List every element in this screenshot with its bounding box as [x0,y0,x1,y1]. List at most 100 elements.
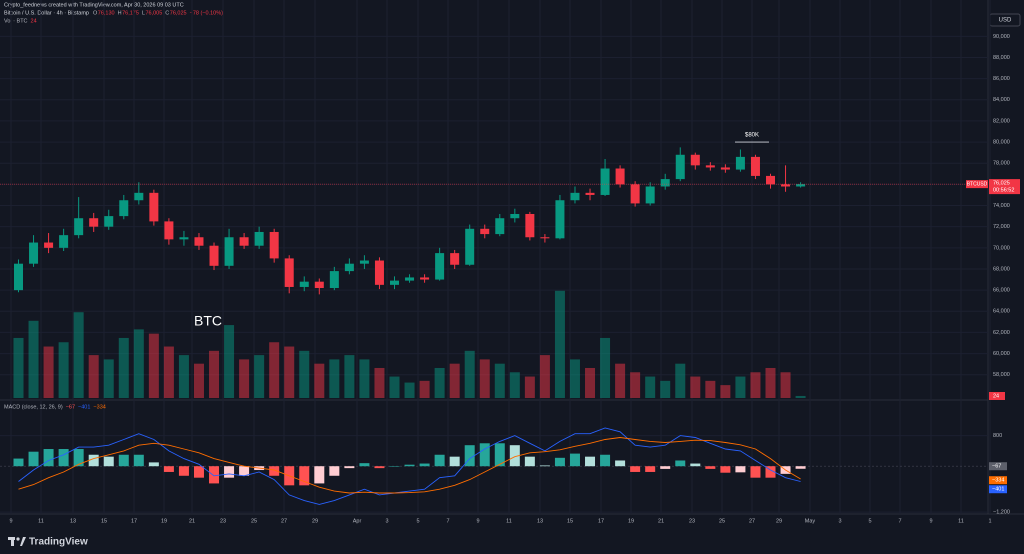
y-tick-label: 82,000 [993,118,1010,124]
candle-body [420,277,430,280]
volume-bar [239,359,250,398]
x-tick-label: 29 [312,518,318,524]
candle-body [735,156,745,170]
volume-bar [494,363,505,398]
histogram-bar [269,466,280,476]
volume-bar [600,337,611,398]
candle-body [525,213,535,238]
histogram-bar [479,443,490,467]
histogram-bar [645,466,656,472]
volume-bar [404,382,415,398]
y-tick-label: −1,200 [993,510,1010,516]
volume-bar [73,312,84,398]
histogram-bar [118,454,129,467]
volume-bar [675,363,686,398]
volume-bar [645,376,656,398]
y-tick-label: 74,000 [993,203,1010,209]
candle-body [705,165,715,168]
volume-bar [359,359,370,398]
volume-bar [178,355,189,398]
histogram-bar [750,466,761,478]
candle-body [104,216,114,227]
histogram-bar [524,456,535,467]
tradingview-logo [8,537,26,546]
volume-bar [419,380,430,398]
histogram-bar [434,454,445,467]
header-text: L [142,10,145,16]
annotation: $80K [745,133,759,139]
x-tick-label: 5 [416,518,419,524]
x-tick-label: 15 [567,518,573,524]
volume-bar [615,363,626,398]
candle-body [269,231,279,259]
x-tick-label: 15 [101,518,107,524]
x-tick-label: 11 [506,518,512,524]
volume-bar [780,372,791,398]
candle-body [796,184,806,187]
candle-body [239,237,249,246]
histogram-bar [344,466,355,469]
header-text: O [93,10,98,16]
candle-body [344,263,354,272]
histogram-bar [28,451,39,467]
volume-bar [299,350,310,398]
footer-brand: TradingView [29,537,88,548]
candle-body [510,213,520,219]
histogram-bar [148,462,159,467]
logo-part [11,537,14,546]
histogram-bar [163,466,174,472]
histogram-bar [690,463,701,467]
candle-body [766,175,775,185]
header-text: MACD (close, 12, 26, 9) [4,404,63,410]
candle-body [89,218,99,227]
candle-body [660,179,670,187]
candle-body [119,200,129,217]
y-tick-label: 66,000 [993,288,1010,294]
candle-body [435,253,445,280]
candle-body [299,281,309,287]
volume-bar [374,367,385,398]
volume-bar [720,385,731,398]
y-tick-label: 72,000 [993,224,1010,230]
candle-body [374,260,384,285]
y-tick-label: 90,000 [993,34,1010,40]
histogram-bar [389,466,400,467]
candle-body [254,231,264,246]
x-tick-label: 3 [385,518,388,524]
volume-bar [464,350,475,398]
last-symbol: BTCUSD [967,181,988,187]
volume-bar [690,376,701,398]
logo-part [20,537,26,546]
header-text: 76,025 [170,10,187,16]
x-tick-label: May [805,518,816,524]
x-tick-label: 9 [929,518,932,524]
x-tick-label: Apr [353,518,362,524]
candle-body [209,245,219,266]
histogram-bar [73,449,84,467]
volume-bar [389,376,400,398]
header-text: −334 [93,404,105,410]
candle-body [14,263,23,291]
y-tick-label: 60,000 [993,351,1010,357]
candle-body [630,184,640,204]
header-text: −67 [66,404,75,410]
header-text: H [118,10,122,16]
histogram-bar [464,445,475,467]
histogram-bar [359,463,370,467]
histogram-bar [58,449,69,467]
volume-bar [660,380,671,398]
volume-bar [148,333,159,398]
volume-bar [539,355,550,398]
volume-bar [284,346,295,398]
histogram-bar [554,457,565,467]
candle-body [134,192,144,201]
candle-body [720,167,730,170]
histogram-bar [795,466,806,469]
header-text: Vol · BTC [4,18,28,24]
volume-bar [28,320,39,398]
candle-body [284,258,294,287]
histogram-bar [374,466,385,469]
x-tick-label: 29 [776,518,782,524]
x-tick-label: 27 [281,518,287,524]
